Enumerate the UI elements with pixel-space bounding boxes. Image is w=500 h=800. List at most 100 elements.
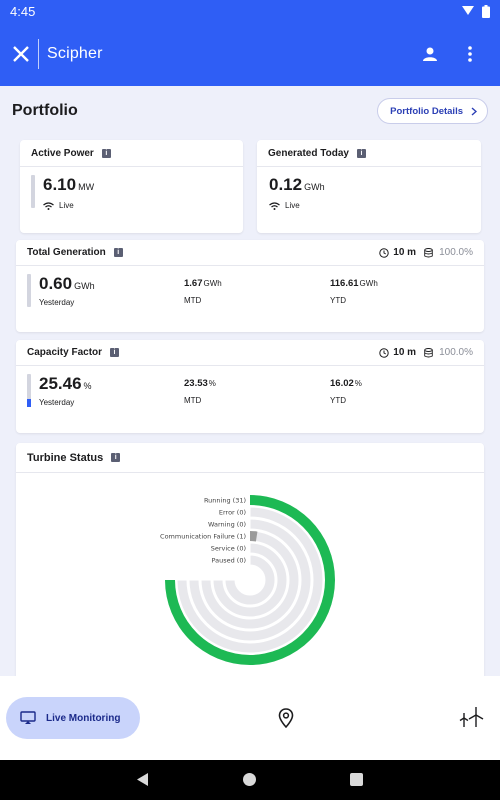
radial-track (212, 542, 288, 618)
radial-track (200, 530, 300, 630)
ytd-unit: % (354, 379, 362, 388)
data-quality: 10 m 100.0% (379, 247, 473, 258)
status-bar: 4:45 (0, 0, 500, 22)
turbine-status-header: Turbine Status i (16, 443, 484, 473)
availability-percent: 100.0% (439, 247, 473, 258)
system-icons (462, 4, 490, 18)
capacity-factor-value: 25.46 (39, 374, 82, 393)
active-power-header: Active Power i (20, 140, 243, 166)
info-icon[interactable]: i (101, 148, 111, 158)
active-power-status: Live (59, 201, 74, 210)
availability-percent: 100.0% (439, 347, 473, 358)
location-pin-icon (278, 708, 294, 729)
radial-track (188, 518, 312, 642)
turbine-status-card: Turbine Status i Running (31) Error (0) Wa… (16, 443, 484, 676)
generated-today-status: Live (285, 201, 300, 210)
chevron-right-icon (471, 106, 477, 116)
page-title: Portfolio (12, 102, 78, 119)
nav-live-monitoring-label: Live Monitoring (46, 712, 121, 724)
database-icon (424, 347, 433, 357)
total-generation-label: Total Generation (27, 247, 106, 258)
page-header: Portfolio Portfolio Details (12, 98, 488, 124)
info-icon[interactable]: i (356, 148, 366, 158)
ytd-caption: YTD (330, 296, 346, 305)
capacity-factor-label: Capacity Factor (27, 347, 103, 358)
logo-divider (38, 39, 39, 69)
recents-icon[interactable] (350, 773, 363, 786)
mtd-value: 1.67 (184, 278, 203, 289)
total-generation-main: 0.60 GWh Yesterday (27, 274, 95, 307)
nav-map[interactable] (278, 708, 294, 733)
app-bar: Scipher (0, 22, 500, 86)
total-generation-bar (27, 274, 31, 307)
active-power-value: 6.10 (43, 175, 77, 194)
data-quality: 10 m 100.0% (379, 347, 473, 358)
mtd-caption: MTD (184, 396, 202, 405)
info-icon[interactable]: i (110, 348, 120, 357)
ytd-value: 16.02 (330, 378, 354, 389)
active-power-body: 6.10 MW Live (20, 167, 243, 218)
total-generation-header: Total Generation i 10 m 100.0% (16, 240, 484, 266)
main-content: Portfolio Portfolio Details Active Power… (0, 86, 500, 676)
total-generation-value: 0.60 (39, 274, 73, 293)
ytd-caption: YTD (330, 396, 346, 405)
capacity-factor-ytd: 16.02% YTD (330, 378, 362, 405)
legend-label-2: Warning (0) (208, 521, 246, 529)
nav-live-monitoring[interactable]: Live Monitoring (6, 697, 140, 739)
radial-track (176, 506, 324, 654)
live-indicator: Live (43, 201, 94, 210)
home-icon[interactable] (243, 773, 256, 786)
total-generation-caption: Yesterday (39, 298, 75, 307)
back-icon[interactable] (136, 772, 149, 787)
legend-label-0: Running (31) (204, 497, 246, 505)
mtd-caption: MTD (184, 296, 202, 305)
info-icon[interactable]: i (113, 248, 123, 257)
capacity-factor-header: Capacity Factor i 10 m 100.0% (16, 340, 484, 366)
turbine-status-chart: Running (31) Error (0) Warning (0) Communic… (160, 494, 336, 666)
portfolio-details-button[interactable]: Portfolio Details (377, 98, 488, 124)
more-menu-button[interactable] (452, 36, 488, 72)
scipher-logo-icon (13, 46, 29, 62)
database-icon (424, 247, 433, 257)
turbine-status-label: Turbine Status (27, 451, 104, 464)
live-indicator: Live (269, 201, 325, 210)
bottom-navigation: Live Monitoring (0, 676, 500, 760)
capacity-factor-caption: Yesterday (39, 398, 75, 407)
update-interval: 10 m (393, 247, 417, 258)
active-power-label: Active Power (31, 147, 94, 159)
capacity-factor-bar-fill (27, 399, 31, 407)
capacity-factor-main: 25.46% Yesterday (27, 374, 92, 407)
account-button[interactable] (412, 36, 448, 72)
legend-label-5: Paused (0) (211, 557, 246, 565)
mtd-value: 23.53 (184, 378, 208, 389)
system-navigation-bar (0, 760, 500, 800)
generated-today-value: 0.12 (269, 175, 303, 194)
radial-bar-3[interactable] (250, 531, 258, 542)
active-power-unit: MW (78, 182, 95, 192)
nav-turbines[interactable] (458, 706, 484, 733)
wifi-icon (269, 201, 280, 210)
legend-label-1: Error (0) (219, 509, 246, 517)
wind-turbine-icon (459, 707, 484, 727)
ytd-value: 116.61 (330, 278, 359, 289)
legend-label-4: Service (0) (211, 545, 246, 553)
info-icon[interactable]: i (111, 453, 121, 462)
mtd-unit: % (208, 379, 216, 388)
total-generation-body: 0.60 GWh Yesterday 1.67GWh MTD 116.61GWh … (16, 266, 484, 330)
capacity-factor-mtd: 23.53% MTD (184, 378, 216, 405)
monitor-icon (20, 711, 36, 724)
clock-icon (379, 247, 389, 258)
generated-today-unit: GWh (304, 182, 325, 192)
signal-icon (462, 6, 474, 15)
capacity-factor-unit: % (83, 381, 92, 391)
generated-today-body: 0.12 GWh Live (257, 167, 481, 218)
capacity-factor-bar (27, 374, 31, 407)
more-vert-icon (468, 46, 472, 62)
generated-today-card: Generated Today i 0.12 GWh Live (257, 140, 481, 233)
total-generation-unit: GWh (74, 281, 95, 291)
clock-icon (379, 347, 389, 358)
generated-today-label: Generated Today (268, 147, 349, 159)
app-logo: Scipher (12, 39, 103, 69)
battery-icon (482, 4, 490, 18)
total-generation-card: Total Generation i 10 m 100.0% 0.60 GWh Y… (16, 240, 484, 332)
